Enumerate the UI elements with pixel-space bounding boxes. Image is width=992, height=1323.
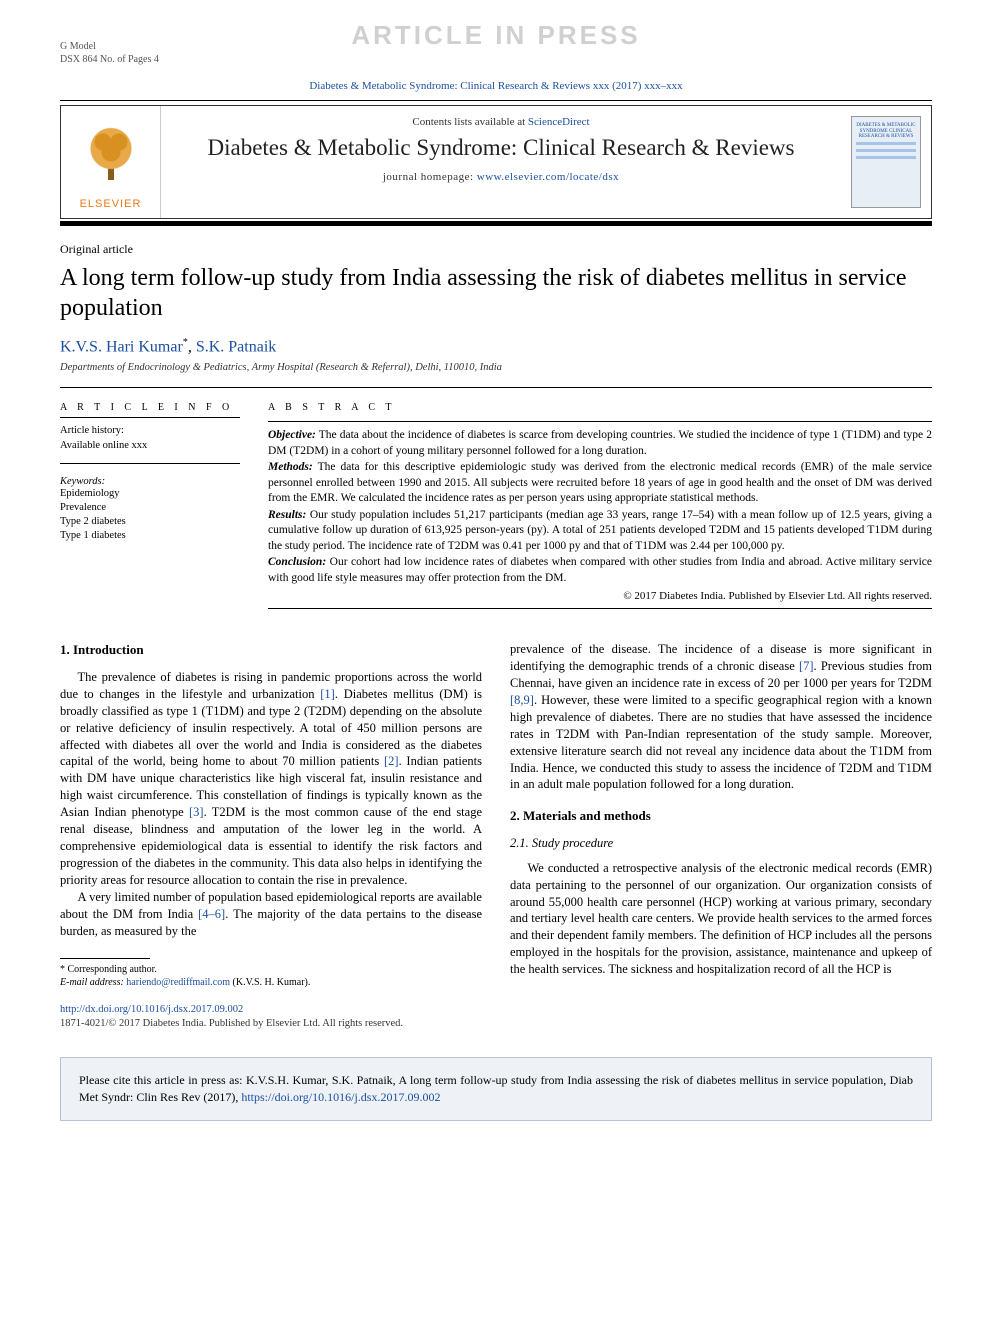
- affiliation: Departments of Endocrinology & Pediatric…: [60, 362, 932, 373]
- masthead: ELSEVIER Contents lists available at Sci…: [60, 105, 932, 219]
- article-in-press-banner: ARTICLE IN PRESS: [351, 20, 640, 51]
- article-info-column: A R T I C L E I N F O Article history: A…: [60, 402, 240, 615]
- footnotes: * Corresponding author. E-mail address: …: [60, 963, 482, 989]
- keywords-label: Keywords:: [60, 476, 240, 487]
- body-text: 1. Introduction The prevalence of diabet…: [60, 641, 932, 1031]
- abs-methods: The data for this descriptive epidemiolo…: [268, 461, 932, 504]
- elsevier-tree-icon: [81, 124, 141, 194]
- email-label: E-mail address:: [60, 977, 126, 988]
- author-name: S.K. Patnaik: [196, 338, 276, 355]
- publisher-logo-block: ELSEVIER: [61, 106, 161, 218]
- history-label: Article history:: [60, 424, 240, 438]
- corresponding-note: * Corresponding author.: [60, 963, 482, 976]
- publisher-name: ELSEVIER: [80, 198, 142, 210]
- abs-results: Our study population includes 51,217 par…: [268, 509, 932, 552]
- cover-thumb-text: DIABETES & METABOLIC SYNDROME CLINICAL R…: [856, 123, 916, 140]
- citation-link[interactable]: [2]: [384, 754, 399, 768]
- footnote-divider: [60, 958, 150, 959]
- citebox-doi-link[interactable]: https://doi.org/10.1016/j.dsx.2017.09.00…: [241, 1090, 440, 1104]
- keyword: Type 2 diabetes: [60, 515, 240, 529]
- email-line: E-mail address: hariendo@rediffmail.com …: [60, 976, 482, 989]
- email-link[interactable]: hariendo@rediffmail.com: [126, 977, 230, 988]
- doi-block: http://dx.doi.org/10.1016/j.dsx.2017.09.…: [60, 1003, 482, 1031]
- article-info-heading: A R T I C L E I N F O: [60, 402, 240, 413]
- col1-footer-block: * Corresponding author. E-mail address: …: [60, 958, 482, 1031]
- divider: [60, 463, 240, 464]
- abstract-heading: A B S T R A C T: [268, 402, 932, 413]
- abstract-column: A B S T R A C T Objective: The data abou…: [268, 402, 932, 615]
- section-heading: 2. Materials and methods: [510, 807, 932, 825]
- homepage-line: journal homepage: www.elsevier.com/locat…: [175, 171, 827, 183]
- divider: [60, 387, 932, 388]
- gmodel-id: DSX 864 No. of Pages 4: [60, 53, 932, 66]
- abs-conclusion: Our cohort had low incidence rates of di…: [268, 556, 932, 584]
- homepage-link[interactable]: www.elsevier.com/locate/dsx: [477, 171, 619, 183]
- paragraph: prevalence of the disease. The incidence…: [510, 641, 932, 793]
- abstract-body: Objective: The data about the incidence …: [268, 428, 932, 602]
- divider: [60, 417, 240, 418]
- article-history: Article history: Available online xxx: [60, 424, 240, 452]
- keyword: Type 1 diabetes: [60, 529, 240, 543]
- article-title: A long term follow-up study from India a…: [60, 263, 932, 323]
- abs-conclusion-label: Conclusion:: [268, 556, 326, 568]
- journal-cover-thumbnail: DIABETES & METABOLIC SYNDROME CLINICAL R…: [851, 116, 921, 208]
- keyword: Prevalence: [60, 501, 240, 515]
- contents-line: Contents lists available at ScienceDirec…: [175, 116, 827, 128]
- paragraph: A very limited number of population base…: [60, 889, 482, 940]
- contents-prefix: Contents lists available at: [412, 116, 527, 128]
- doi-link[interactable]: http://dx.doi.org/10.1016/j.dsx.2017.09.…: [60, 1004, 243, 1015]
- keyword: Epidemiology: [60, 487, 240, 501]
- info-abstract-row: A R T I C L E I N F O Article history: A…: [60, 402, 932, 615]
- journal-reference-link[interactable]: Diabetes & Metabolic Syndrome: Clinical …: [309, 80, 682, 92]
- citation-link[interactable]: [1]: [320, 687, 335, 701]
- text-run: . However, these were limited to a speci…: [510, 693, 932, 791]
- author-name: K.V.S. Hari Kumar: [60, 338, 183, 355]
- issn-copyright: 1871-4021/© 2017 Diabetes India. Publish…: [60, 1017, 482, 1031]
- cover-thumbnail-block: DIABETES & METABOLIC SYNDROME CLINICAL R…: [841, 106, 931, 218]
- journal-name: Diabetes & Metabolic Syndrome: Clinical …: [175, 134, 827, 163]
- divider: [268, 421, 932, 422]
- article-type: Original article: [60, 242, 932, 257]
- abstract-copyright: © 2017 Diabetes India. Published by Else…: [268, 590, 932, 602]
- journal-reference: Diabetes & Metabolic Syndrome: Clinical …: [60, 80, 932, 92]
- citation-link[interactable]: [4–6]: [198, 907, 225, 921]
- citebox-text: Please cite this article in press as: K.…: [79, 1073, 913, 1104]
- section-heading: 1. Introduction: [60, 641, 482, 659]
- homepage-prefix: journal homepage:: [383, 171, 477, 183]
- corresponding-marker: *: [183, 337, 188, 348]
- citation-link[interactable]: [7]: [799, 659, 814, 673]
- thick-divider: [60, 221, 932, 226]
- divider: [60, 100, 932, 101]
- abs-methods-label: Methods:: [268, 461, 313, 473]
- author-link[interactable]: K.V.S. Hari Kumar: [60, 338, 183, 355]
- paragraph: The prevalence of diabetes is rising in …: [60, 669, 482, 888]
- abs-objective: The data about the incidence of diabetes…: [268, 429, 932, 457]
- author-link[interactable]: S.K. Patnaik: [196, 338, 276, 355]
- citation-link[interactable]: [8,9]: [510, 693, 534, 707]
- email-suffix: (K.V.S. H. Kumar).: [230, 977, 310, 988]
- sciencedirect-link[interactable]: ScienceDirect: [528, 116, 590, 128]
- masthead-center: Contents lists available at ScienceDirec…: [161, 106, 841, 218]
- citation-box: Please cite this article in press as: K.…: [60, 1057, 932, 1121]
- authors: K.V.S. Hari Kumar*, S.K. Patnaik: [60, 337, 932, 356]
- paragraph: We conducted a retrospective analysis of…: [510, 860, 932, 978]
- subsection-heading: 2.1. Study procedure: [510, 835, 932, 852]
- citation-link[interactable]: [3]: [189, 805, 204, 819]
- abs-objective-label: Objective:: [268, 429, 316, 441]
- divider: [268, 608, 932, 609]
- abs-results-label: Results:: [268, 509, 306, 521]
- history-online: Available online xxx: [60, 439, 240, 453]
